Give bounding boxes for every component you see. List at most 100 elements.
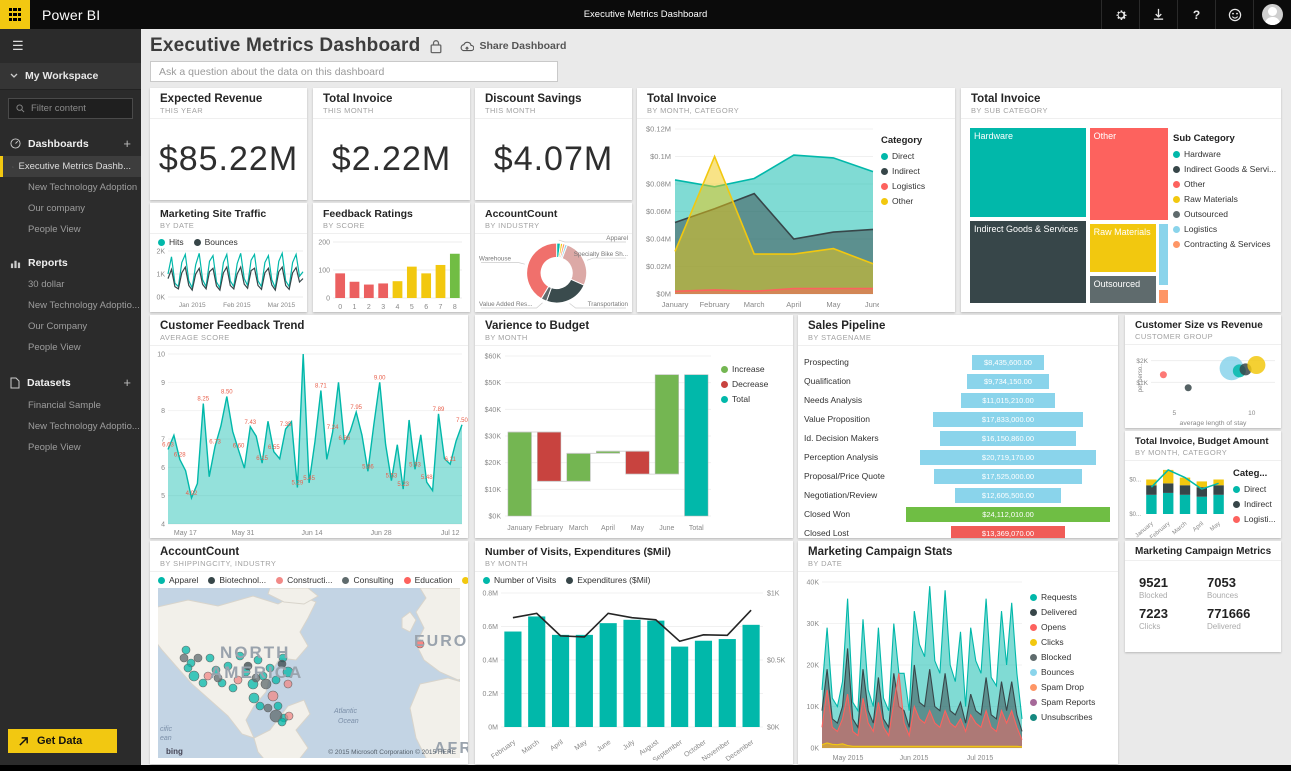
- account-avatar[interactable]: [1253, 0, 1291, 29]
- funnel-stage-row[interactable]: Proposal/Price Quote $17,525,000.00: [804, 467, 1110, 485]
- pipeline-funnel-chart: Prospecting $8,435,600.00 Qualification $9,…: [798, 346, 1118, 538]
- sidebar-item-dashboard-0[interactable]: Executive Metrics Dashb...: [0, 156, 141, 177]
- waffle-menu-icon[interactable]: [0, 0, 30, 29]
- tile-subtitle: AVERAGE SCORE: [160, 333, 230, 342]
- tile-subtitle: THIS MONTH: [323, 106, 374, 115]
- sidebar-item-dashboard-3[interactable]: People View: [28, 224, 81, 235]
- kpi-value: $4.07M: [493, 140, 614, 178]
- tile-accountcount-map[interactable]: AccountCount BY SHIPPINGCITY, INDUSTRY Ap…: [150, 541, 468, 764]
- svg-text:May: May: [826, 300, 840, 309]
- invoice-area-chart: Category Direct Indirect Logistics Other $0M $…: [637, 119, 955, 312]
- sidebar-item-report-3[interactable]: People View: [28, 342, 81, 353]
- left-sidebar: ☰ My Workspace Filter content Dashboards…: [0, 29, 141, 765]
- filter-content-input[interactable]: Filter content: [8, 98, 133, 119]
- top-app-bar: Power BI Executive Metrics Dashboard ?: [0, 0, 1291, 29]
- svg-text:5: 5: [161, 493, 165, 500]
- svg-text:6.63: 6.63: [162, 442, 174, 448]
- arrow-up-right-icon: [19, 736, 28, 746]
- tile-customer-size-vs-revenue[interactable]: Customer Size vs Revenue CUSTOMER GROUP $…: [1125, 315, 1281, 428]
- svg-text:$1K: $1K: [767, 591, 780, 598]
- sidebar-item-report-1[interactable]: New Technology Adoptio...: [28, 300, 140, 311]
- tile-subtitle: BY SUB CATEGORY: [971, 106, 1048, 115]
- svg-text:Jun 14: Jun 14: [302, 530, 323, 537]
- svg-text:Feb 2015: Feb 2015: [223, 302, 251, 309]
- sidebar-item-dataset-1[interactable]: New Technology Adoptio...: [28, 421, 140, 432]
- sidebar-item-dashboard-1[interactable]: New Technology Adoption: [28, 182, 138, 193]
- tile-accountcount-industry[interactable]: AccountCount BY INDUSTRY Apparel Specialty…: [475, 203, 632, 312]
- add-dashboard-button[interactable]: +: [123, 136, 131, 151]
- svg-text:April: April: [786, 300, 801, 309]
- svg-text:February: February: [535, 525, 564, 532]
- tile-feedback-ratings[interactable]: Feedback Ratings BY SCORE 0 100 200 0 1 2 3 4 5 6 7…: [313, 203, 470, 312]
- svg-text:7: 7: [439, 304, 443, 311]
- traffic-line-chart: Hits Bounces 0K 1K 2K Jan 2015 Feb 2015 Mar 201…: [150, 234, 307, 312]
- svg-text:$0.12M: $0.12M: [646, 125, 671, 134]
- sidebar-item-report-2[interactable]: Our Company: [28, 321, 88, 332]
- account-map: Apparel Biotechnol... Constructi... Consult…: [150, 572, 468, 764]
- tile-marketing-campaign-stats[interactable]: Marketing Campaign Stats BY DATE Requests…: [798, 541, 1118, 764]
- share-dashboard-button[interactable]: Share Dashboard: [460, 40, 566, 52]
- svg-text:40K: 40K: [807, 580, 820, 587]
- svg-text:Jun 28: Jun 28: [371, 530, 392, 537]
- tile-varience-to-budget[interactable]: Varience to Budget BY MONTH Increase Decre…: [475, 315, 793, 538]
- tile-total-invoice-kpi[interactable]: Total Invoice THIS MONTH $2.22M: [313, 88, 470, 200]
- qa-question-input[interactable]: [150, 61, 558, 82]
- svg-text:0: 0: [326, 296, 330, 303]
- tile-title: Total Invoice, Budget Amount: [1135, 436, 1269, 447]
- hamburger-menu-icon[interactable]: ☰: [12, 38, 24, 53]
- tile-customer-feedback-trend[interactable]: Customer Feedback Trend AVERAGE SCORE 4 5 6…: [150, 315, 468, 538]
- reports-section-header[interactable]: Reports: [0, 250, 141, 274]
- svg-text:January: January: [662, 300, 689, 309]
- help-icon[interactable]: ?: [1177, 0, 1215, 29]
- svg-text:Apparel: Apparel: [606, 235, 628, 242]
- workspace-selector[interactable]: My Workspace: [0, 63, 141, 90]
- tile-title: Customer Size vs Revenue: [1135, 320, 1263, 331]
- sidebar-item-dataset-0[interactable]: Financial Sample: [28, 400, 101, 411]
- tile-visits-expenditures[interactable]: Number of Visits, Expenditures ($Mil) BY …: [475, 541, 793, 764]
- svg-text:0K: 0K: [810, 746, 819, 753]
- svg-text:Specialty Bike Sh...: Specialty Bike Sh...: [574, 251, 628, 258]
- sidebar-item-report-0[interactable]: 30 dollar: [28, 279, 65, 290]
- ratings-bar-chart: 0 100 200 0 1 2 3 4 5 6 7 8: [313, 234, 470, 312]
- funnel-stage-row[interactable]: Negotiation/Review $12,605,500.00: [804, 486, 1110, 504]
- svg-text:7.43: 7.43: [244, 420, 256, 426]
- waterfall-chart: Increase Decrease Total $0K $10K $20K $30K $40K…: [475, 346, 793, 538]
- metric-item: 7223 Clicks: [1139, 606, 1168, 631]
- datasets-section-header[interactable]: Datasets +: [0, 368, 141, 395]
- tile-marketing-site-traffic[interactable]: Marketing Site Traffic BY DATE Hits Bounce…: [150, 203, 307, 312]
- tile-expected-revenue[interactable]: Expected Revenue THIS YEAR $85.22M: [150, 88, 307, 200]
- funnel-stage-row[interactable]: Id. Decision Makers $16,150,860.00: [804, 429, 1110, 447]
- add-dataset-button[interactable]: +: [123, 375, 131, 390]
- sidebar-item-dashboard-2[interactable]: Our company: [28, 203, 86, 214]
- tile-title: AccountCount: [160, 546, 240, 558]
- svg-text:7.24: 7.24: [327, 425, 339, 431]
- tile-total-invoice-treemap[interactable]: Total Invoice BY SUB CATEGORY Hardware Ind…: [961, 88, 1281, 312]
- svg-text:6.15: 6.15: [256, 456, 268, 462]
- funnel-stage-row[interactable]: Value Proposition $17,833,000.00: [804, 410, 1110, 428]
- funnel-stage-row[interactable]: Closed Lost $13,369,070.00: [804, 524, 1110, 538]
- funnel-stage-row[interactable]: Closed Won $24,112,010.00: [804, 505, 1110, 523]
- funnel-stage-row[interactable]: Prospecting $8,435,600.00: [804, 353, 1110, 371]
- svg-text:May 17: May 17: [174, 530, 197, 537]
- funnel-stage-row[interactable]: Needs Analysis $11,015,210.00: [804, 391, 1110, 409]
- tile-discount-savings[interactable]: Discount Savings THIS MONTH $4.07M: [475, 88, 632, 200]
- svg-text:May: May: [631, 525, 645, 532]
- funnel-stage-row[interactable]: Qualification $9,734,150.00: [804, 372, 1110, 390]
- settings-gear-icon[interactable]: [1101, 0, 1139, 29]
- svg-text:average length of stay: average length of stay: [1180, 420, 1247, 427]
- svg-text:$0.08M: $0.08M: [646, 180, 671, 189]
- tile-marketing-campaign-metrics[interactable]: Marketing Campaign Metrics 9521 Blocked 70…: [1125, 541, 1281, 652]
- dashboards-section-header[interactable]: Dashboards +: [0, 129, 141, 156]
- feedback-smiley-icon[interactable]: [1215, 0, 1253, 29]
- svg-text:8.50: 8.50: [221, 390, 233, 396]
- tile-invoice-budget-amount[interactable]: Total Invoice, Budget Amount BY MONTH, CA…: [1125, 431, 1281, 538]
- tile-total-invoice-area[interactable]: Total Invoice BY MONTH, CATEGORY Category…: [637, 88, 955, 312]
- funnel-stage-row[interactable]: Perception Analysis $20,719,170.00: [804, 448, 1110, 466]
- sidebar-item-dataset-2[interactable]: People View: [28, 442, 81, 453]
- tile-subtitle: BY MONTH, CATEGORY: [1135, 448, 1228, 457]
- get-data-button[interactable]: Get Data: [8, 729, 117, 753]
- svg-text:$50K: $50K: [485, 380, 502, 387]
- download-icon[interactable]: [1139, 0, 1177, 29]
- tile-subtitle: BY SCORE: [323, 221, 365, 230]
- tile-sales-pipeline[interactable]: Sales Pipeline BY STAGENAME Prospecting $8…: [798, 315, 1118, 538]
